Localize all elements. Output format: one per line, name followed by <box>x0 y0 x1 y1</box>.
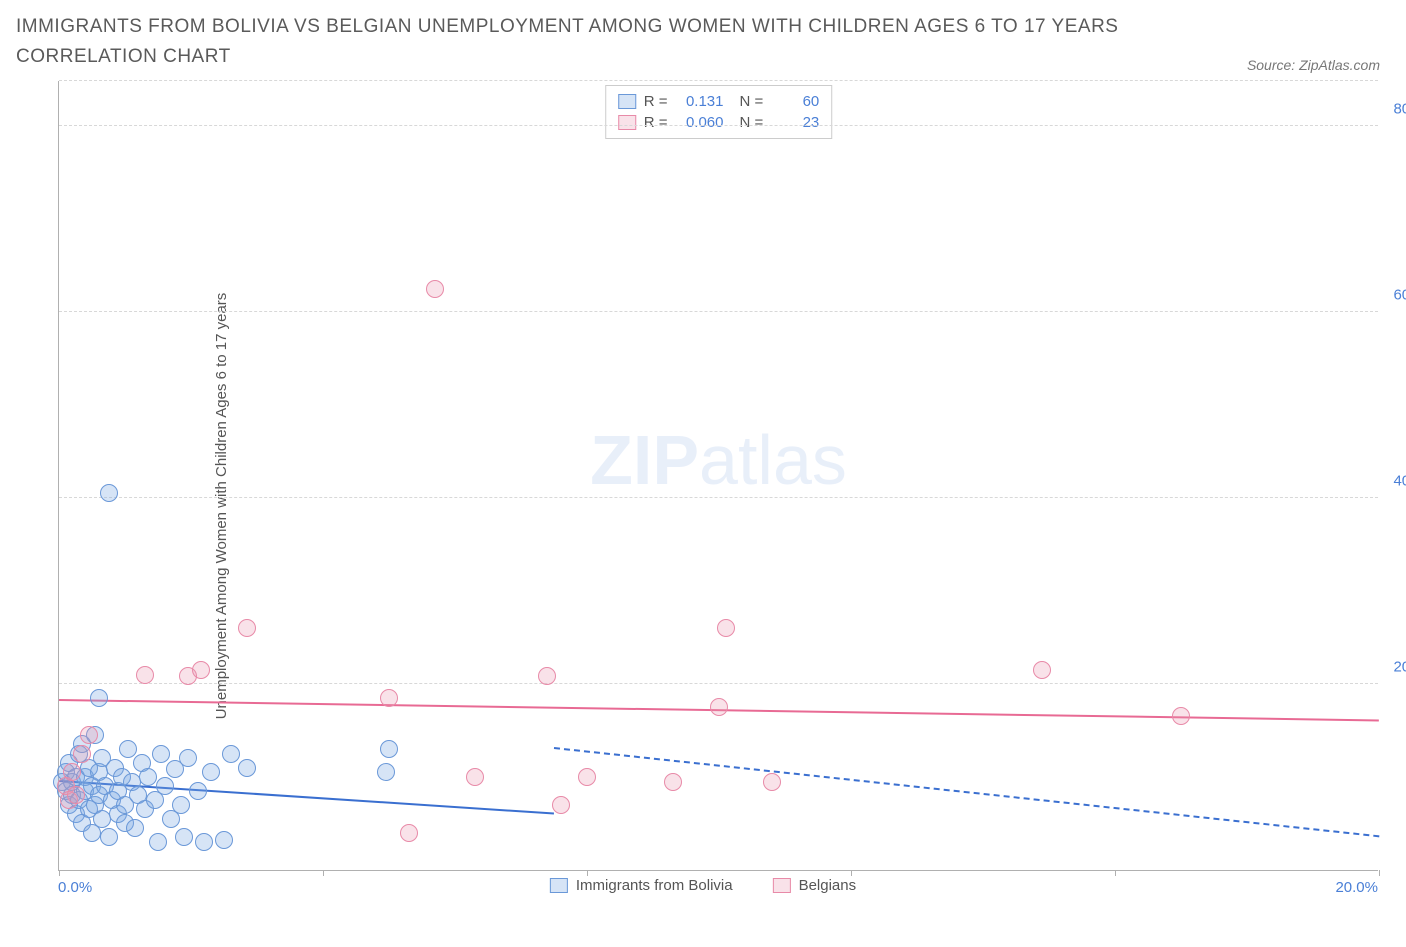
data-point <box>238 759 256 777</box>
data-point <box>1033 661 1051 679</box>
data-point <box>426 280 444 298</box>
legend-n-label: N = <box>740 114 764 131</box>
x-tick <box>851 870 852 876</box>
legend-swatch <box>773 878 791 893</box>
data-point <box>149 833 167 851</box>
watermark-rest: atlas <box>699 421 847 499</box>
data-point <box>466 768 484 786</box>
legend-swatch <box>550 878 568 893</box>
data-point <box>192 661 210 679</box>
legend-swatch <box>618 115 636 130</box>
legend-row: R = 0.131 N = 60 <box>618 91 820 112</box>
series-legend-item: Belgians <box>773 877 857 894</box>
data-point <box>63 763 81 781</box>
data-point <box>1172 707 1190 725</box>
data-point <box>189 782 207 800</box>
data-point <box>73 745 91 763</box>
plot-area: ZIPatlas R =0.131N =60R =0.060N =23 20.0… <box>58 81 1378 871</box>
chart-title: IMMIGRANTS FROM BOLIVIA VS BELGIAN UNEMP… <box>16 12 1166 73</box>
data-point <box>139 768 157 786</box>
watermark-bold: ZIP <box>590 421 699 499</box>
data-point <box>172 796 190 814</box>
data-point <box>380 740 398 758</box>
series-label: Belgians <box>799 877 857 894</box>
series-label: Immigrants from Bolivia <box>576 877 733 894</box>
series-legend: Immigrants from Bolivia Belgians <box>550 877 856 894</box>
data-point <box>126 819 144 837</box>
data-point <box>202 763 220 781</box>
data-point <box>380 689 398 707</box>
legend-r-label: R = <box>644 114 668 131</box>
data-point <box>222 745 240 763</box>
data-point <box>156 777 174 795</box>
data-point <box>763 773 781 791</box>
data-point <box>175 828 193 846</box>
y-tick-label: 60.0% <box>1393 287 1406 304</box>
legend-r-value: 0.060 <box>676 114 724 131</box>
legend-n-value: 23 <box>771 114 819 131</box>
data-point <box>400 824 418 842</box>
series-legend-item: Immigrants from Bolivia <box>550 877 733 894</box>
data-point <box>552 796 570 814</box>
legend-row: R = 0.060 N = 23 <box>618 112 820 133</box>
correlation-chart: Unemployment Among Women with Children A… <box>16 81 1390 931</box>
gridline <box>59 125 1378 126</box>
data-point <box>90 689 108 707</box>
data-point <box>710 698 728 716</box>
data-point <box>538 667 556 685</box>
data-point <box>100 828 118 846</box>
data-point <box>152 745 170 763</box>
data-point <box>377 763 395 781</box>
source-prefix: Source: <box>1247 57 1299 73</box>
legend-r-label: R = <box>644 93 668 110</box>
x-tick <box>1379 870 1380 876</box>
data-point <box>136 666 154 684</box>
y-tick-label: 40.0% <box>1393 473 1406 490</box>
gridline <box>59 683 1378 684</box>
x-axis-max-label: 20.0% <box>1335 879 1378 896</box>
data-point <box>100 484 118 502</box>
x-tick <box>1115 870 1116 876</box>
data-point <box>179 749 197 767</box>
data-point <box>195 833 213 851</box>
y-tick-label: 20.0% <box>1393 658 1406 675</box>
y-tick-label: 80.0% <box>1393 101 1406 118</box>
gridline <box>59 497 1378 498</box>
x-tick <box>323 870 324 876</box>
trend-line <box>554 747 1379 837</box>
data-point <box>664 773 682 791</box>
legend-n-label: N = <box>740 93 764 110</box>
watermark: ZIPatlas <box>590 420 847 500</box>
x-tick <box>587 870 588 876</box>
source-name: ZipAtlas.com <box>1299 57 1380 73</box>
source-attribution: Source: ZipAtlas.com <box>1247 57 1390 73</box>
data-point <box>80 726 98 744</box>
legend-r-value: 0.131 <box>676 93 724 110</box>
x-tick <box>59 870 60 876</box>
legend-n-value: 60 <box>771 93 819 110</box>
data-point <box>238 619 256 637</box>
data-point <box>578 768 596 786</box>
data-point <box>215 831 233 849</box>
correlation-legend: R = 0.131 N = 60 R = 0.060 N = 23 <box>605 85 833 139</box>
data-point <box>67 786 85 804</box>
data-point <box>717 619 735 637</box>
gridline <box>59 80 1378 81</box>
gridline <box>59 311 1378 312</box>
data-point <box>93 810 111 828</box>
x-axis-min-label: 0.0% <box>58 879 92 896</box>
legend-swatch <box>618 94 636 109</box>
